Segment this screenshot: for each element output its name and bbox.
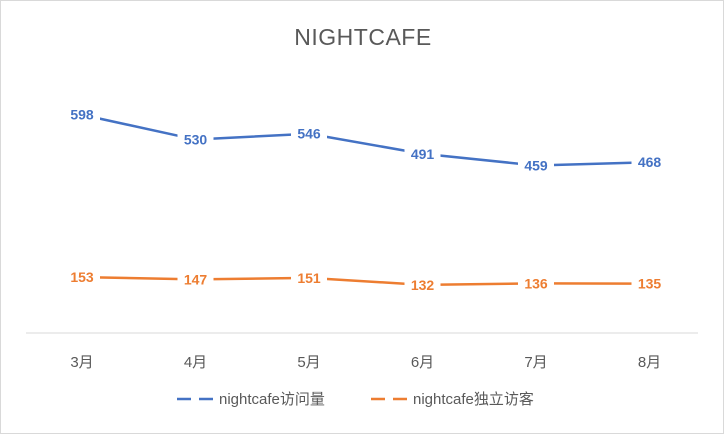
legend-item-1: nightcafe访问量 (177, 391, 325, 408)
series-1-data-label-5: 459 (524, 157, 548, 173)
series-1-data-label-6: 468 (638, 154, 662, 170)
legend-label-1: nightcafe访问量 (219, 391, 325, 408)
x-tick-label-5: 7月 (524, 354, 547, 371)
plot-area: 598 530 546 491 459 468 153 147 151 132 136 135 (64, 104, 668, 293)
series-2-label-bg-3 (291, 267, 327, 286)
series-2-data-label-5: 136 (524, 275, 548, 291)
x-tick-label-1: 3月 (70, 354, 93, 371)
x-tick-label-3: 5月 (297, 354, 320, 371)
series-1-label-bg-6 (631, 152, 668, 171)
series-2: 153 147 151 132 136 135 (64, 267, 668, 293)
series-1-data-label-1: 598 (70, 107, 94, 123)
series-1-data-label-2: 530 (184, 132, 208, 148)
x-tick-label-6: 8月 (638, 354, 661, 371)
x-axis-ticks: 3月 4月 5月 6月 7月 8月 (70, 354, 661, 371)
series-2-data-label-4: 132 (411, 277, 435, 293)
series-2-data-label-6: 135 (638, 276, 662, 292)
x-tick-label-4: 6月 (411, 354, 434, 371)
series-2-data-label-1: 153 (70, 269, 94, 285)
series-1-data-label-3: 546 (297, 126, 321, 142)
series-1-line (80, 113, 651, 167)
series-1-data-label-4: 491 (411, 146, 435, 162)
x-tick-label-2: 4月 (184, 354, 207, 371)
series-2-data-label-3: 151 (297, 270, 321, 286)
series-2-label-bg-6 (631, 273, 668, 292)
series-2-data-label-2: 147 (184, 271, 208, 287)
legend-item-2: nightcafe独立访客 (371, 391, 534, 408)
series-1-label-bg-3 (291, 123, 327, 142)
series-2-label-bg-1 (64, 267, 100, 286)
series-2-label-bg-2 (177, 269, 214, 288)
series-2-label-bg-4 (404, 274, 441, 293)
legend-label-2: nightcafe独立访客 (413, 391, 534, 408)
series-1-label-bg-4 (404, 143, 441, 162)
series-2-line (80, 275, 651, 287)
series-2-label-bg-5 (518, 273, 554, 292)
chart-title: NIGHTCAFE (294, 24, 431, 50)
series-1: 598 530 546 491 459 468 (64, 104, 668, 174)
series-1-label-bg-1 (64, 104, 100, 123)
series-1-label-bg-5 (518, 155, 554, 174)
legend: nightcafe访问量 nightcafe独立访客 (177, 391, 534, 408)
series-1-label-bg-2 (177, 129, 214, 148)
